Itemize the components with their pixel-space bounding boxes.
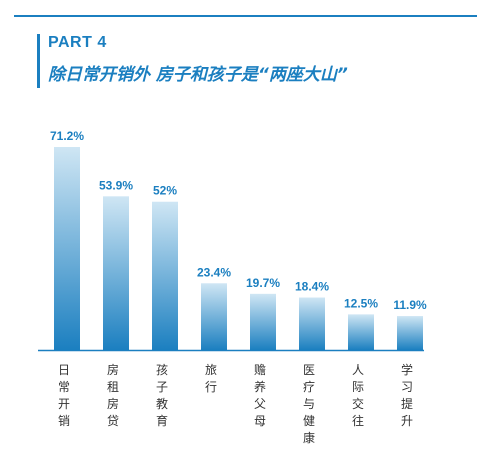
bar-7 — [348, 314, 374, 350]
bar-2 — [103, 196, 129, 350]
value-label-4: 23.4% — [197, 265, 231, 279]
category-label-1: 日常开销 — [58, 363, 70, 428]
category-label-6: 医疗与健康 — [303, 363, 315, 445]
category-label-3: 孩子教育 — [156, 363, 168, 428]
value-label-1: 71.2% — [50, 129, 84, 143]
bar-6 — [299, 297, 325, 350]
bar-5 — [250, 293, 276, 350]
chart-headline: 除日常开销外 房子和孩子是“两座大山” — [48, 65, 348, 85]
value-label-2: 53.9% — [99, 178, 133, 192]
top-rule-line — [14, 15, 477, 17]
category-label-2: 房租房贷 — [107, 362, 119, 428]
value-label-8: 11.9% — [393, 298, 427, 312]
title-accent-bar — [37, 34, 40, 88]
bar-4 — [201, 283, 227, 350]
category-label-5: 赡养父母 — [254, 363, 266, 428]
bar-8 — [397, 316, 423, 350]
category-label-8: 学习提升 — [401, 362, 413, 428]
category-label-7: 人际交往 — [352, 363, 364, 428]
category-label-4: 旅行 — [205, 363, 217, 394]
part-label: PART 4 — [48, 34, 107, 51]
bar-1 — [54, 147, 80, 350]
value-label-3: 52% — [153, 184, 177, 198]
bar-3 — [152, 201, 178, 350]
value-label-7: 12.5% — [344, 296, 378, 310]
value-label-5: 19.7% — [246, 276, 280, 290]
value-label-6: 18.4% — [295, 280, 329, 294]
